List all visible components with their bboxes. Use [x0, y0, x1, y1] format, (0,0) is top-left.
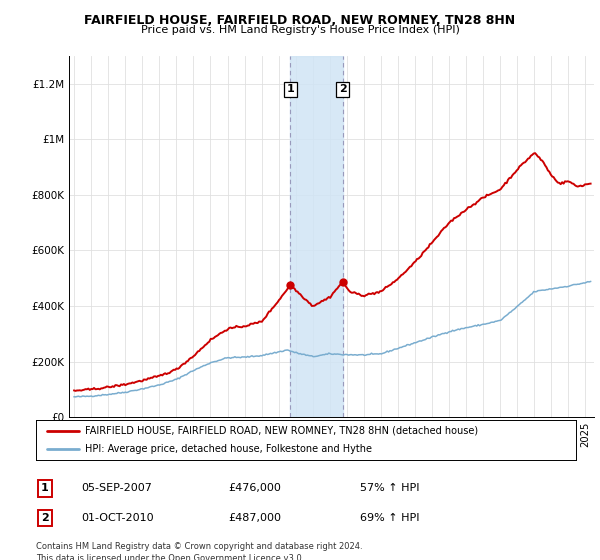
Text: 1: 1: [41, 483, 49, 493]
Bar: [290, 56, 343, 417]
Text: 01-OCT-2010: 01-OCT-2010: [81, 513, 154, 523]
Text: Price paid vs. HM Land Registry's House Price Index (HPI): Price paid vs. HM Land Registry's House …: [140, 25, 460, 35]
Text: £487,000: £487,000: [228, 513, 281, 523]
Text: Contains HM Land Registry data © Crown copyright and database right 2024.
This d: Contains HM Land Registry data © Crown c…: [36, 542, 362, 560]
Text: HPI: Average price, detached house, Folkestone and Hythe: HPI: Average price, detached house, Folk…: [85, 445, 371, 454]
Text: FAIRFIELD HOUSE, FAIRFIELD ROAD, NEW ROMNEY, TN28 8HN: FAIRFIELD HOUSE, FAIRFIELD ROAD, NEW ROM…: [85, 14, 515, 27]
Text: FAIRFIELD HOUSE, FAIRFIELD ROAD, NEW ROMNEY, TN28 8HN (detached house): FAIRFIELD HOUSE, FAIRFIELD ROAD, NEW ROM…: [85, 426, 478, 436]
Text: 2: 2: [339, 85, 346, 94]
Text: 05-SEP-2007: 05-SEP-2007: [81, 483, 152, 493]
Text: £476,000: £476,000: [228, 483, 281, 493]
Text: 69% ↑ HPI: 69% ↑ HPI: [360, 513, 419, 523]
Text: 57% ↑ HPI: 57% ↑ HPI: [360, 483, 419, 493]
Text: 1: 1: [286, 85, 294, 94]
Text: 2: 2: [41, 513, 49, 523]
